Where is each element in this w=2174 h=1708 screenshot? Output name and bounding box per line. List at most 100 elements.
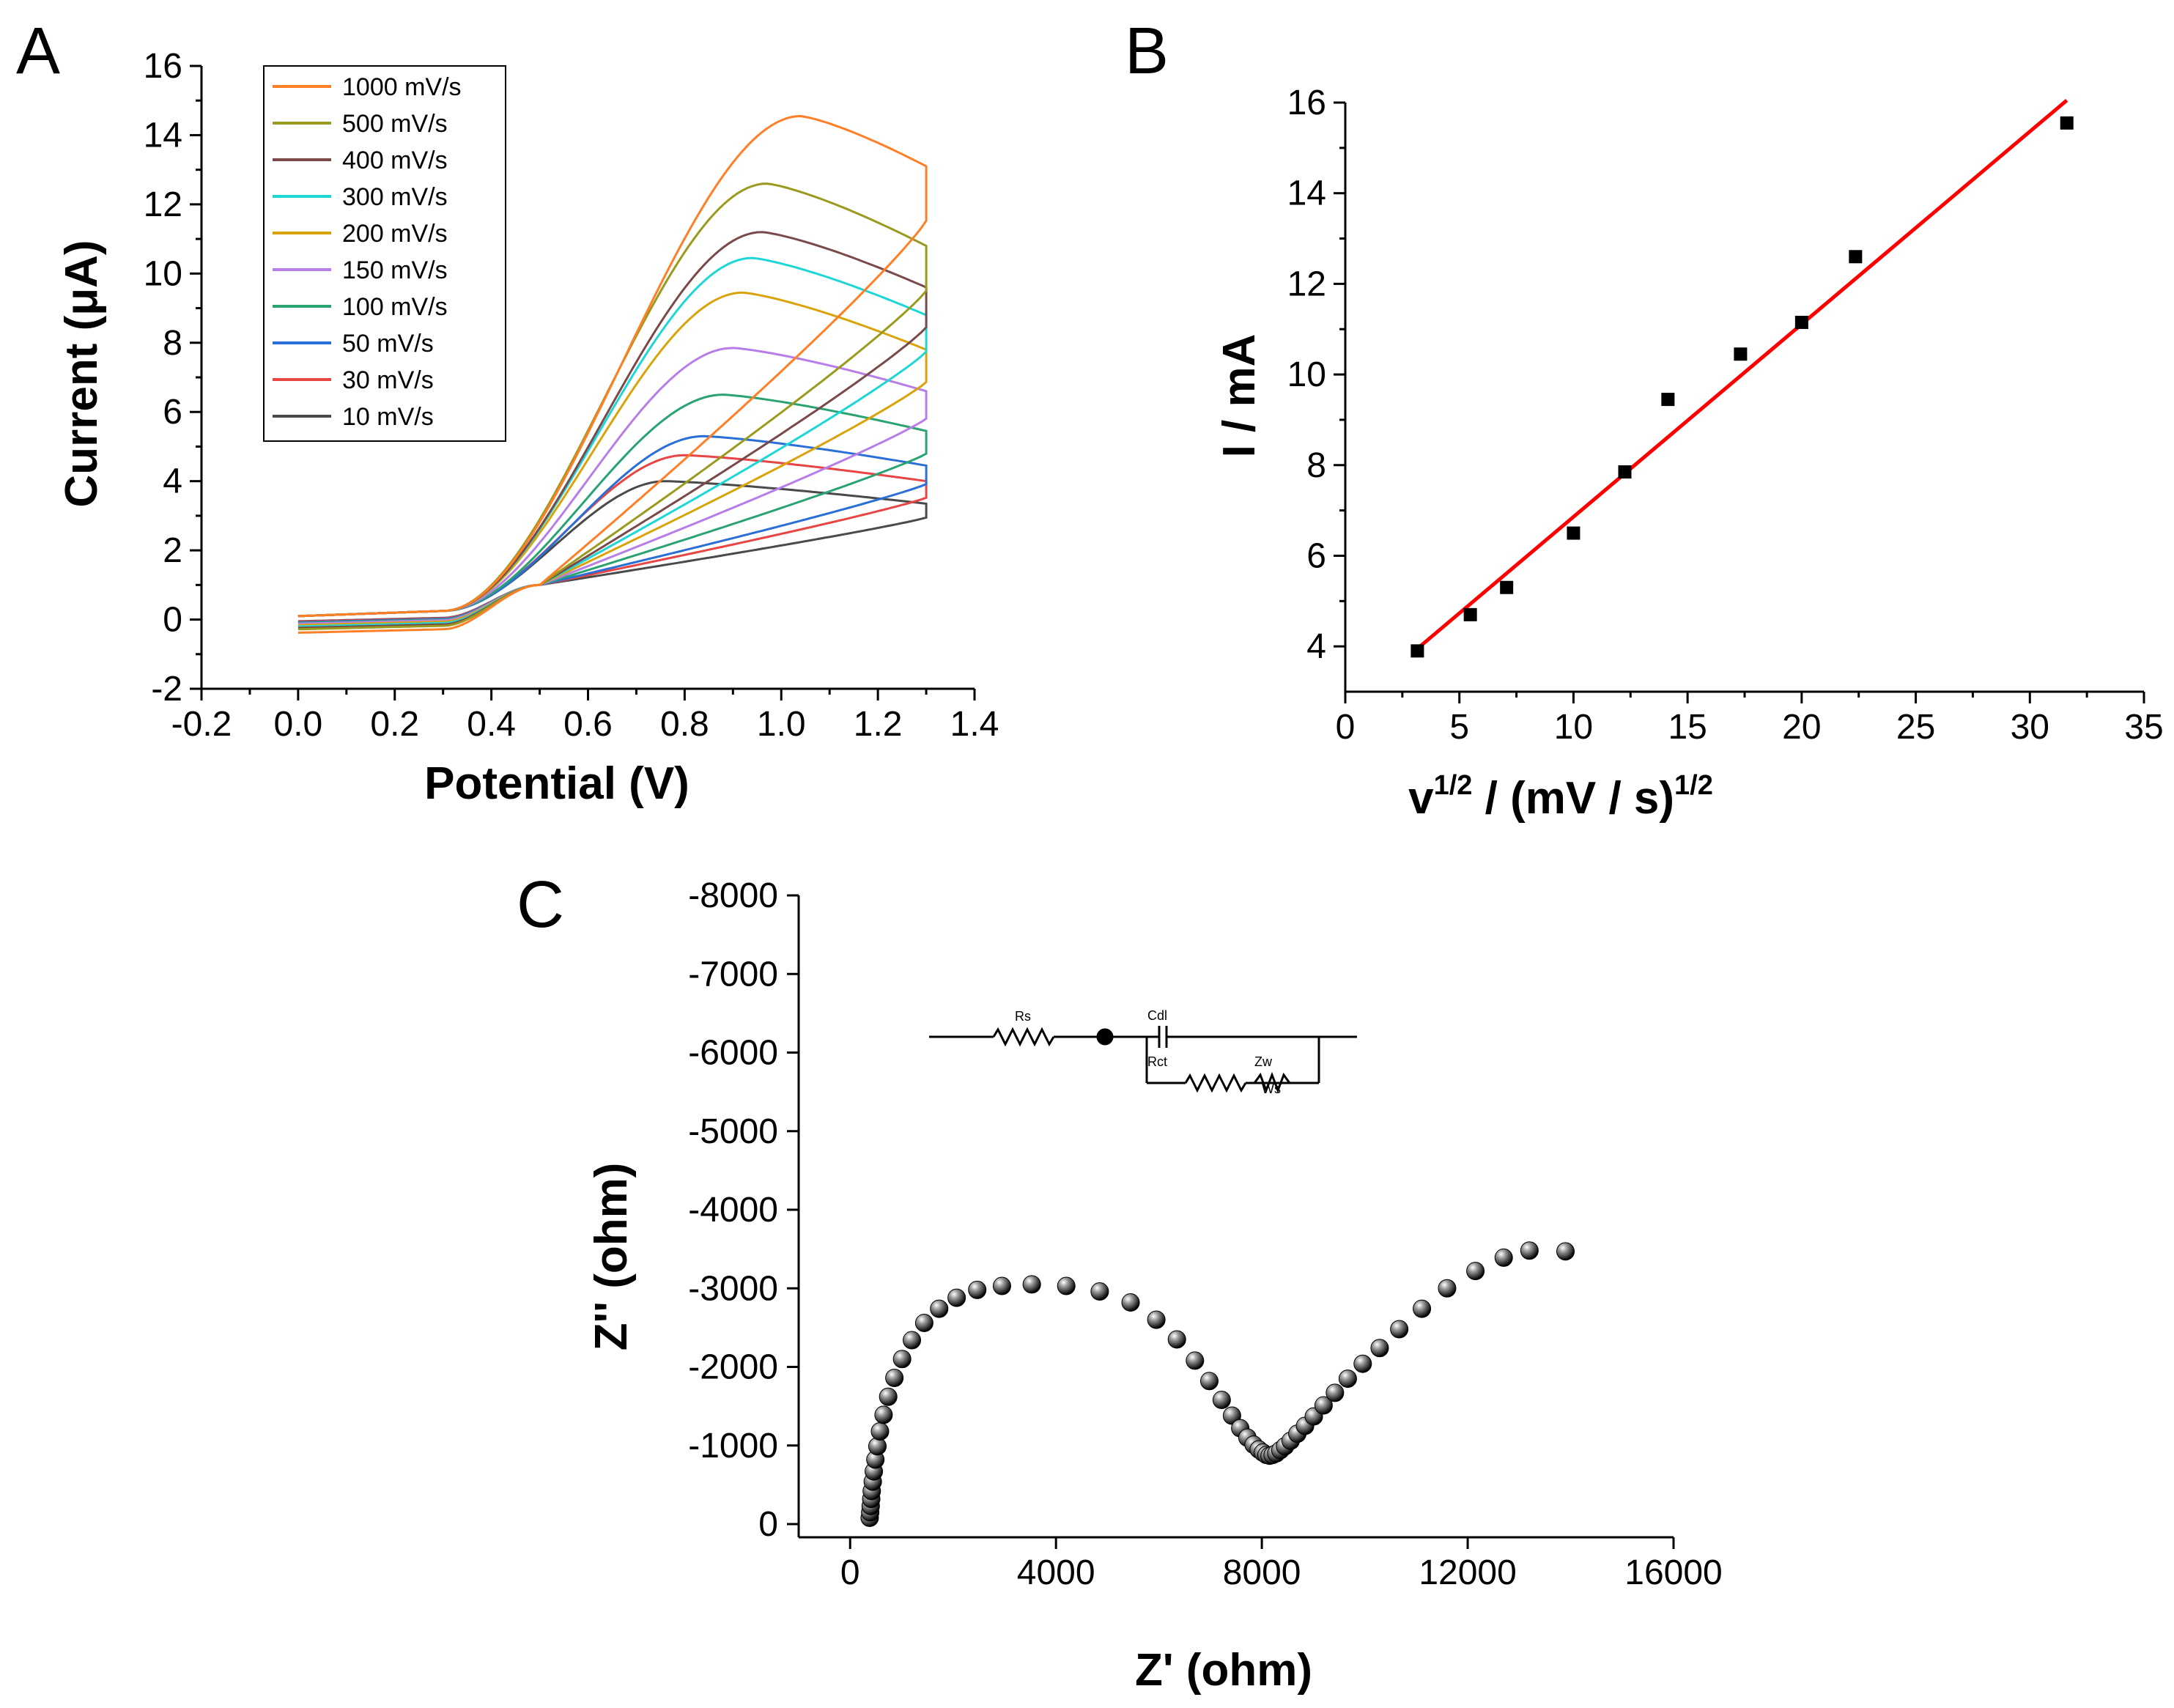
- x-tick-label: 12000: [1419, 1553, 1516, 1592]
- data-point: [968, 1280, 987, 1299]
- data-point: [903, 1331, 922, 1350]
- data-point: [1314, 1396, 1333, 1415]
- legend-label: 10 mV/s: [342, 403, 434, 431]
- y-tick-label: -8000: [688, 876, 778, 915]
- data-point: [1121, 1293, 1140, 1312]
- data-point: [1500, 580, 1514, 594]
- x-tick-label: 0.8: [660, 705, 709, 744]
- panel-c-xlabel: Z' (ohm): [1135, 1645, 1312, 1696]
- y-tick-label: 10: [1287, 355, 1326, 394]
- data-point: [874, 1405, 893, 1424]
- y-tick-label: 0: [758, 1505, 778, 1544]
- data-point: [879, 1387, 898, 1406]
- y-tick-label: 6: [1306, 536, 1326, 575]
- panel-b-xlabel-mid: / (mV / s): [1472, 773, 1674, 824]
- y-tick-label: 0: [163, 601, 182, 640]
- panel-b-label: B: [1125, 15, 1169, 88]
- x-tick-label: 15: [1668, 708, 1707, 747]
- panel-b-fit: [1416, 98, 2068, 651]
- data-point: [1520, 1241, 1539, 1260]
- y-tick-label: 6: [163, 393, 182, 432]
- data-point: [1338, 1369, 1357, 1389]
- linear-fit-line: [1416, 98, 2068, 651]
- data-point: [885, 1369, 904, 1388]
- y-tick-label: 2: [163, 531, 182, 570]
- x-tick-label: 35: [2124, 708, 2163, 747]
- y-tick-label: 12: [1287, 265, 1326, 303]
- panel-b-xlabel-sup2: 1/2: [1674, 770, 1713, 801]
- y-tick-label: -6000: [688, 1034, 778, 1073]
- y-tick-label: 16: [144, 47, 182, 86]
- y-tick-label: -1000: [688, 1427, 778, 1465]
- panel-b-points: [1410, 116, 2074, 658]
- data-point: [892, 1350, 912, 1369]
- equivalent-circuit: [929, 1026, 1357, 1094]
- y-tick-label: 10: [144, 254, 182, 293]
- circuit-node-icon: [1096, 1028, 1114, 1046]
- y-tick-label: -5000: [688, 1112, 778, 1151]
- legend-label: 30 mV/s: [342, 366, 434, 394]
- panel-b-xlabel-sup1: 1/2: [1434, 770, 1473, 801]
- x-tick-label: 0.2: [370, 705, 419, 744]
- data-point: [1057, 1276, 1076, 1295]
- legend-label: 50 mV/s: [342, 330, 434, 358]
- x-tick-label: 0.0: [274, 705, 323, 744]
- data-point: [1186, 1351, 1205, 1370]
- data-point: [1466, 1262, 1485, 1281]
- y-tick-label: 8: [1306, 446, 1326, 485]
- data-point: [1494, 1248, 1513, 1267]
- legend-label: 500 mV/s: [342, 110, 448, 138]
- data-point: [1849, 250, 1863, 264]
- data-point: [1353, 1354, 1372, 1373]
- data-point: [1463, 607, 1477, 621]
- data-point: [992, 1276, 1011, 1295]
- x-tick-label: 8000: [1223, 1553, 1301, 1592]
- data-point: [1167, 1330, 1186, 1349]
- legend-label: 300 mV/s: [342, 183, 448, 211]
- data-point: [930, 1299, 949, 1318]
- data-point: [1661, 393, 1675, 407]
- data-point: [1734, 347, 1748, 361]
- panel-b-axes: 0 5 10 15 20 25 30 35 4 6 8 10 12 14 16: [1287, 84, 2164, 747]
- y-tick-label: 14: [1287, 174, 1326, 213]
- x-tick-label: 1.0: [757, 705, 806, 744]
- data-point: [1567, 526, 1580, 540]
- data-point: [914, 1313, 933, 1332]
- data-point: [1326, 1383, 1345, 1402]
- y-tick-label: -2000: [688, 1348, 778, 1387]
- data-point: [2060, 116, 2074, 130]
- panel-a-legend: 1000 mV/s 500 mV/s 400 mV/s 300 mV/s 200 mV/…: [263, 65, 506, 442]
- x-tick-label: 1.4: [950, 705, 999, 744]
- x-tick-label: 20: [1782, 708, 1821, 747]
- x-tick-label: 0: [840, 1553, 860, 1592]
- panel-b-ylabel: I / mA: [1214, 334, 1265, 458]
- cv-curve-1000mVs: [297, 114, 928, 634]
- y-tick-label: 16: [1287, 84, 1326, 122]
- panel-c: C 0 4000 8000 12000 16000 0 -1000 -2000 -3000 -40…: [517, 868, 1723, 1696]
- data-point: [1410, 644, 1424, 658]
- data-point: [1212, 1391, 1231, 1410]
- panel-c-axes: 0 4000 8000 12000 16000 0 -1000 -2000 -3000 -4000…: [688, 876, 1723, 1592]
- legend-label: 1000 mV/s: [342, 73, 462, 101]
- panel-a-label: A: [16, 15, 60, 88]
- data-point: [870, 1422, 890, 1441]
- panel-a-curves: [297, 114, 928, 634]
- y-tick-label: -4000: [688, 1191, 778, 1230]
- circuit-label-zw: Zw: [1254, 1054, 1273, 1069]
- circuit-label-ws: Ws: [1262, 1082, 1281, 1096]
- legend-label: 400 mV/s: [342, 147, 448, 174]
- data-point: [1390, 1320, 1409, 1339]
- legend-label: 150 mV/s: [342, 256, 448, 284]
- data-point: [1438, 1279, 1457, 1298]
- circuit-label-rct: Rct: [1147, 1054, 1167, 1069]
- data-point: [1370, 1339, 1389, 1358]
- data-point: [1199, 1372, 1219, 1391]
- data-point: [1147, 1310, 1166, 1329]
- circuit-label-cdl: Cdl: [1147, 1008, 1167, 1023]
- panel-a-axes: -0.2 0.0 0.2 0.4 0.6 0.8 1.0 1.2 1.4 -2 0 2 4 6 8 10 12 1…: [144, 47, 999, 744]
- panel-a-xlabel: Potential (V): [424, 758, 689, 809]
- panel-a: A -0.2 0.0 0.2 0.4 0.6 0.8 1.0 1.2 1.4 -2 0 2 4 6 8 10 1…: [16, 15, 999, 809]
- y-tick-label: 4: [1306, 627, 1326, 666]
- x-tick-label: 1.2: [854, 705, 903, 744]
